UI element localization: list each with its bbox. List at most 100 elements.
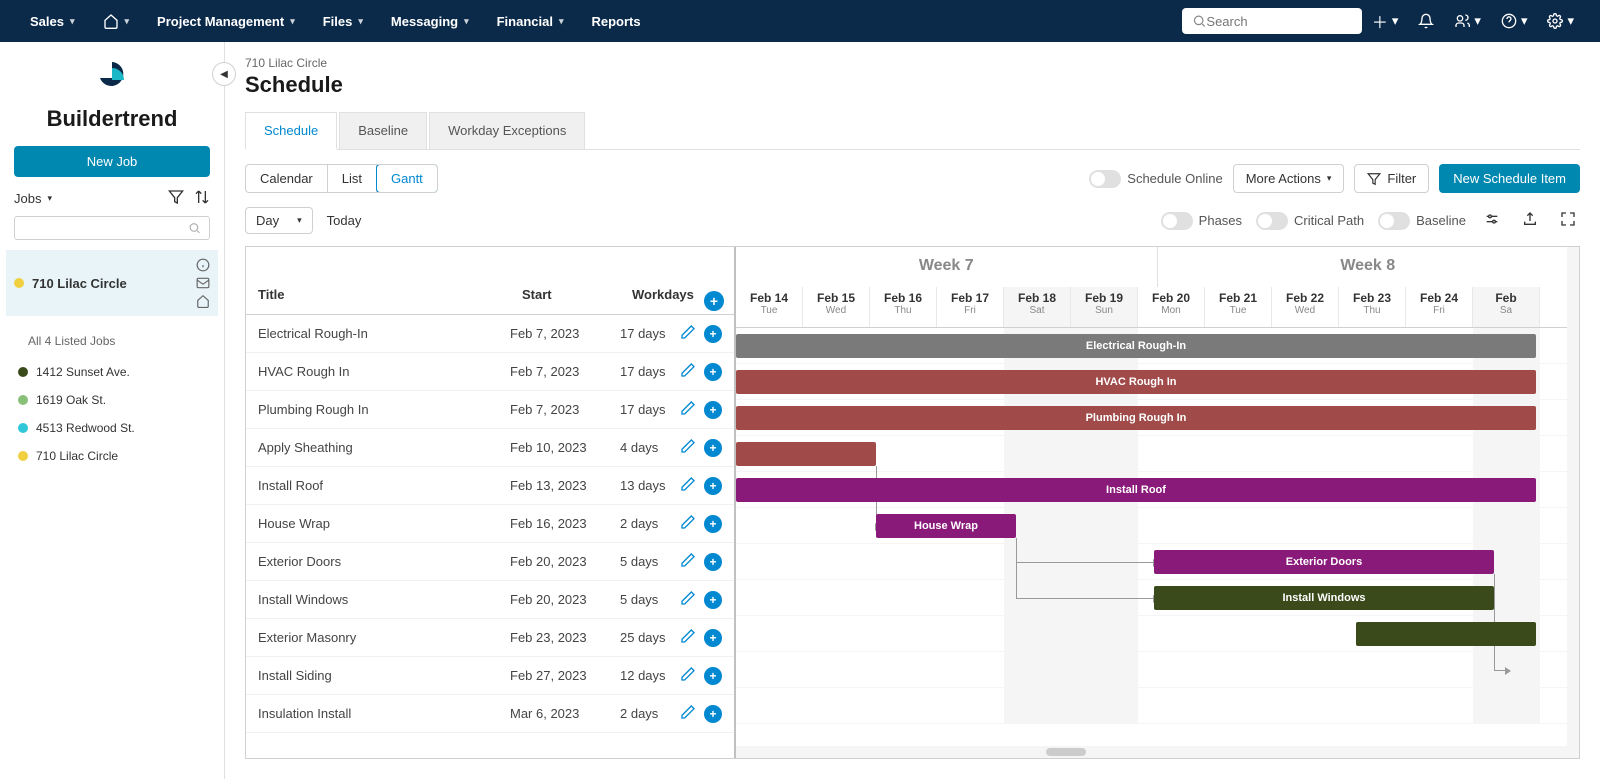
edit-icon[interactable]	[680, 628, 696, 647]
nav-files[interactable]: Files▾	[309, 14, 377, 29]
job-item[interactable]: 1412 Sunset Ave.	[14, 358, 210, 386]
job-item[interactable]: 710 Lilac Circle	[14, 442, 210, 470]
new-job-button[interactable]: New Job	[14, 146, 210, 177]
sort-icon[interactable]	[194, 189, 210, 208]
gantt-bar[interactable]: HVAC Rough In	[736, 370, 1536, 394]
more-actions-dropdown[interactable]: More Actions▾	[1233, 164, 1345, 193]
gantt-bar[interactable]: Install Roof	[736, 478, 1536, 502]
export-icon[interactable]	[1518, 211, 1542, 230]
gantt-bar[interactable]: Plumbing Rough In	[736, 406, 1536, 430]
job-item[interactable]: 4513 Redwood St.	[14, 414, 210, 442]
nav-messaging[interactable]: Messaging▾	[377, 14, 483, 29]
task-row[interactable]: HVAC Rough In Feb 7, 2023 17 days +	[246, 353, 734, 391]
add-subtask-icon[interactable]: +	[704, 401, 722, 419]
edit-icon[interactable]	[680, 476, 696, 495]
nav-home[interactable]: ▾	[89, 13, 144, 29]
nav-add[interactable]: ＋▾	[1362, 9, 1409, 33]
scrollbar-vertical[interactable]	[1567, 247, 1579, 758]
add-subtask-icon[interactable]: +	[704, 629, 722, 647]
global-search[interactable]	[1182, 8, 1362, 34]
gantt-row	[736, 652, 1579, 688]
scrollbar-horizontal[interactable]	[736, 746, 1579, 758]
job-item[interactable]: 1619 Oak St.	[14, 386, 210, 414]
view-list[interactable]: List	[328, 165, 377, 192]
toggle-phases[interactable]	[1161, 212, 1193, 230]
add-task-button[interactable]: +	[704, 291, 724, 311]
edit-icon[interactable]	[680, 704, 696, 723]
gantt-bar[interactable]: House Wrap	[876, 514, 1016, 538]
tab-baseline[interactable]: Baseline	[339, 112, 427, 149]
add-subtask-icon[interactable]: +	[704, 553, 722, 571]
task-row[interactable]: Install Roof Feb 13, 2023 13 days +	[246, 467, 734, 505]
settings-icon[interactable]	[1480, 211, 1504, 230]
view-gantt[interactable]: Gantt	[376, 164, 438, 193]
mail-icon[interactable]	[196, 276, 210, 290]
task-workdays: 5 days	[620, 592, 680, 607]
toggle-critical-path[interactable]	[1256, 212, 1288, 230]
edit-icon[interactable]	[680, 438, 696, 457]
jobs-dropdown[interactable]: Jobs▾	[14, 191, 52, 206]
task-row[interactable]: Insulation Install Mar 6, 2023 2 days +	[246, 695, 734, 733]
edit-icon[interactable]	[680, 324, 696, 343]
sidebar-search[interactable]	[14, 216, 210, 240]
add-subtask-icon[interactable]: +	[704, 591, 722, 609]
info-icon[interactable]	[196, 258, 210, 272]
edit-icon[interactable]	[680, 666, 696, 685]
edit-icon[interactable]	[680, 400, 696, 419]
add-subtask-icon[interactable]: +	[704, 325, 722, 343]
toggle-baseline[interactable]	[1378, 212, 1410, 230]
selected-job[interactable]: 710 Lilac Circle	[6, 250, 218, 316]
col-header-start[interactable]: Start	[522, 287, 632, 302]
toggle-schedule-online[interactable]	[1089, 170, 1121, 188]
home-icon[interactable]	[196, 294, 210, 308]
add-subtask-icon[interactable]: +	[704, 439, 722, 457]
brand-name: Buildertrend	[14, 106, 210, 132]
add-subtask-icon[interactable]: +	[704, 515, 722, 533]
nav-reports[interactable]: Reports	[578, 14, 655, 29]
task-row[interactable]: Electrical Rough-In Feb 7, 2023 17 days …	[246, 315, 734, 353]
gantt-bar[interactable]: Exterior Doors	[1154, 550, 1494, 574]
tab-workday-exceptions[interactable]: Workday Exceptions	[429, 112, 585, 149]
gantt-bar[interactable]	[1356, 622, 1536, 646]
nav-project-mgmt[interactable]: Project Management▾	[143, 14, 309, 29]
nav-sales[interactable]: Sales▾	[16, 14, 89, 29]
today-button[interactable]: Today	[327, 213, 362, 228]
edit-icon[interactable]	[680, 362, 696, 381]
nav-help[interactable]: ▾	[1491, 13, 1538, 29]
task-row[interactable]: Exterior Masonry Feb 23, 2023 25 days +	[246, 619, 734, 657]
add-subtask-icon[interactable]: +	[704, 477, 722, 495]
sidebar-search-input[interactable]	[23, 221, 188, 235]
home-icon	[103, 13, 119, 29]
task-row[interactable]: Apply Sheathing Feb 10, 2023 4 days +	[246, 429, 734, 467]
edit-icon[interactable]	[680, 590, 696, 609]
add-subtask-icon[interactable]: +	[704, 667, 722, 685]
gantt-timeline[interactable]: Week 7Week 8 Feb 14TueFeb 15WedFeb 16Thu…	[736, 247, 1579, 758]
funnel-icon	[1367, 172, 1381, 186]
nav-financial[interactable]: Financial▾	[483, 14, 578, 29]
granularity-select[interactable]: Day▾	[245, 207, 313, 234]
add-subtask-icon[interactable]: +	[704, 705, 722, 723]
filter-button[interactable]: Filter	[1354, 164, 1429, 193]
view-calendar[interactable]: Calendar	[246, 165, 328, 192]
task-row[interactable]: Exterior Doors Feb 20, 2023 5 days +	[246, 543, 734, 581]
edit-icon[interactable]	[680, 552, 696, 571]
nav-settings[interactable]: ▾	[1537, 13, 1584, 29]
filter-icon[interactable]	[168, 189, 184, 208]
col-header-title[interactable]: Title	[258, 287, 522, 302]
task-row[interactable]: Install Siding Feb 27, 2023 12 days +	[246, 657, 734, 695]
new-schedule-item-button[interactable]: New Schedule Item	[1439, 164, 1580, 193]
add-subtask-icon[interactable]: +	[704, 363, 722, 381]
task-row[interactable]: Install Windows Feb 20, 2023 5 days +	[246, 581, 734, 619]
task-row[interactable]: House Wrap Feb 16, 2023 2 days +	[246, 505, 734, 543]
edit-icon[interactable]	[680, 514, 696, 533]
nav-users[interactable]: ▾	[1444, 13, 1491, 29]
sidebar-collapse[interactable]: ◀	[212, 62, 236, 86]
gantt-bar[interactable]	[736, 442, 876, 466]
gantt-bar[interactable]: Electrical Rough-In	[736, 334, 1536, 358]
search-input[interactable]	[1206, 14, 1351, 29]
task-row[interactable]: Plumbing Rough In Feb 7, 2023 17 days +	[246, 391, 734, 429]
fullscreen-icon[interactable]	[1556, 211, 1580, 230]
gantt-bar[interactable]: Install Windows	[1154, 586, 1494, 610]
nav-notifications[interactable]	[1408, 13, 1444, 29]
tab-schedule[interactable]: Schedule	[245, 112, 337, 150]
